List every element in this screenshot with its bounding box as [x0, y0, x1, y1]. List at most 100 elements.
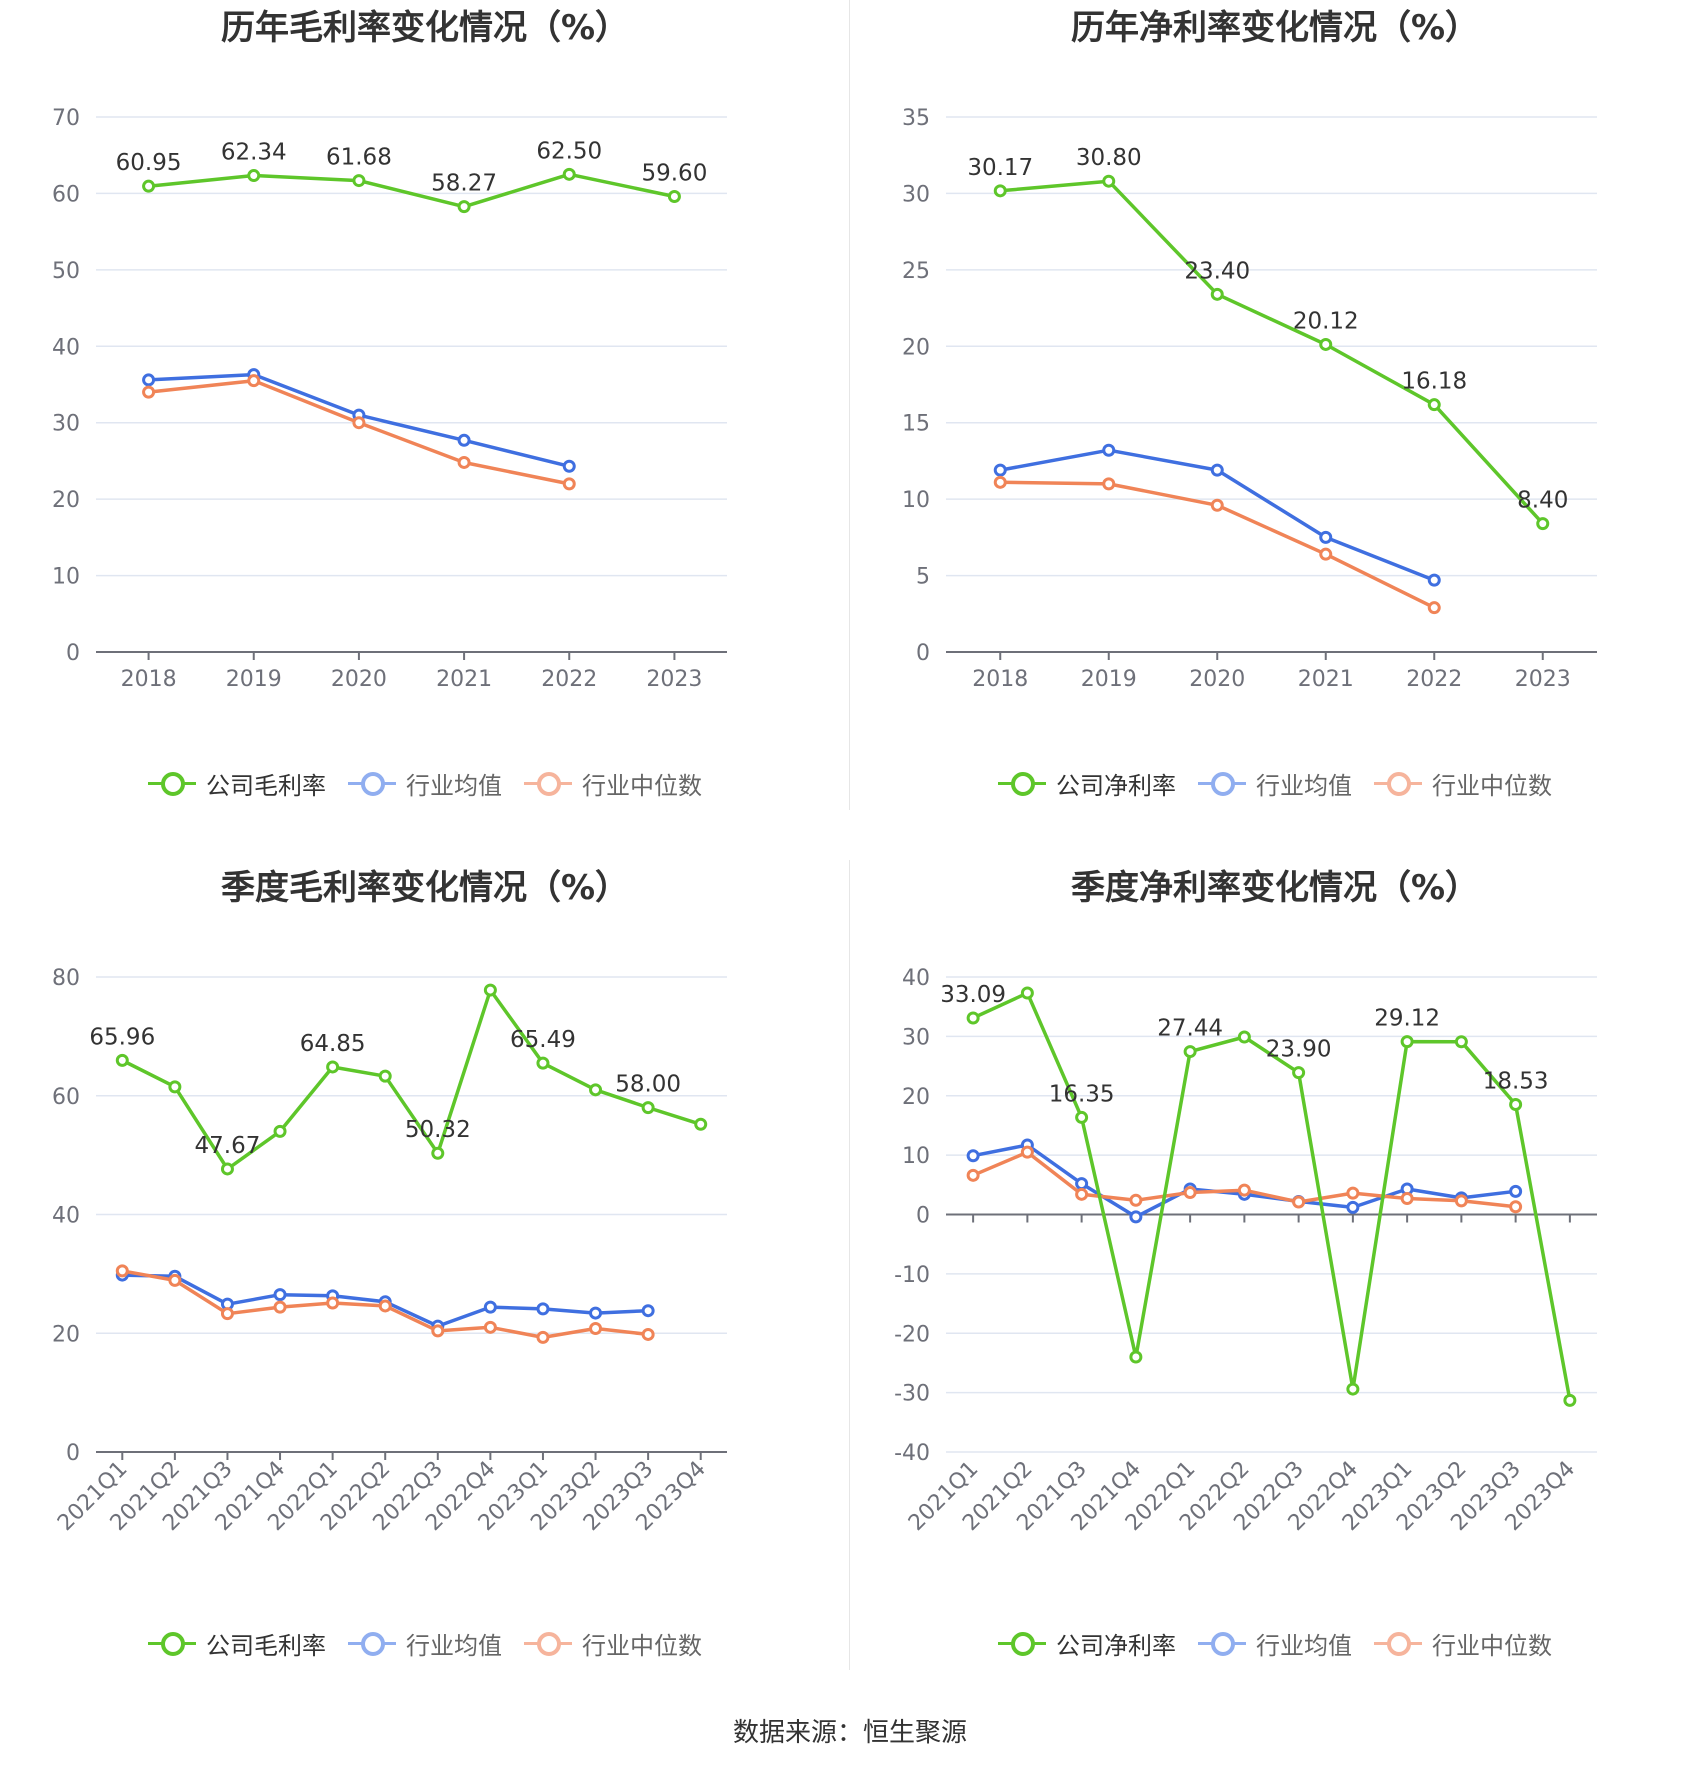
- legend-item-industry-median[interactable]: 行业中位数: [524, 766, 702, 801]
- data-point: [589, 1083, 603, 1097]
- y-tick-label: 20: [52, 488, 80, 513]
- legend-item-industry-average[interactable]: 行业均值: [1198, 766, 1352, 801]
- quarterly-gross-margin-panel: 季度毛利率变化情况（%） 0 20 40 60 80 2021Q1 2021Q2 2021Q3…: [0, 860, 850, 1720]
- data-point: [457, 455, 471, 469]
- data-point: [1020, 1145, 1034, 1159]
- legend-item-industry-median[interactable]: 行业中位数: [524, 1626, 702, 1661]
- data-label: 47.67: [195, 1133, 261, 1159]
- data-point: [457, 200, 471, 214]
- legend-item-company[interactable]: 公司净利率: [998, 1626, 1176, 1661]
- legend-item-industry-median[interactable]: 行业中位数: [1374, 766, 1552, 801]
- data-point: [1427, 398, 1441, 412]
- data-point: [1075, 1177, 1089, 1191]
- legend-item-industry-average[interactable]: 行业均值: [348, 1626, 502, 1661]
- data-point: [562, 167, 576, 181]
- data-label: 65.49: [510, 1027, 576, 1053]
- data-source-note: 数据来源：恒生聚源: [732, 1718, 967, 1748]
- data-point: [1427, 601, 1441, 615]
- legend-item-company[interactable]: 公司净利率: [998, 766, 1176, 801]
- legend-label: 行业均值: [406, 771, 502, 800]
- data-point: [1346, 1382, 1360, 1396]
- data-point: [1509, 1097, 1523, 1111]
- data-point: [378, 1299, 392, 1313]
- quarterly-net-margin-chart: -40-30-20-100102030402021Q12021Q22021Q32…: [894, 966, 1597, 1536]
- legend-label: 行业均值: [1256, 771, 1352, 800]
- data-point: [247, 374, 261, 388]
- data-point: [1237, 1183, 1251, 1197]
- chart-title: 季度净利率变化情况（%）: [1070, 868, 1480, 908]
- legend-company-marker-icon: [998, 1630, 1046, 1656]
- x-tick-label: 2023: [1515, 667, 1571, 692]
- data-point: [1102, 174, 1116, 188]
- legend-label: 行业中位数: [582, 1631, 702, 1660]
- y-tick-label: -40: [894, 1441, 930, 1466]
- legend-label: 行业中位数: [1432, 771, 1552, 800]
- data-point: [1102, 443, 1116, 457]
- y-tick-label: 10: [902, 1144, 930, 1169]
- data-point: [115, 1053, 129, 1067]
- data-point: [142, 373, 156, 387]
- x-tick-label: 2019: [1081, 667, 1137, 692]
- data-point: [273, 1124, 287, 1138]
- x-tick-label: 2019: [226, 667, 282, 692]
- x-tick-label: 2018: [121, 667, 177, 692]
- data-label: 50.32: [405, 1117, 471, 1143]
- data-point: [220, 1307, 234, 1321]
- data-label: 64.85: [300, 1031, 366, 1057]
- data-point: [536, 1330, 550, 1344]
- data-point: [1129, 1210, 1143, 1224]
- series-line: [1000, 179, 1545, 525]
- data-label: 61.68: [326, 145, 392, 171]
- data-point: [431, 1146, 445, 1160]
- data-label: 30.80: [1076, 145, 1142, 171]
- legend-item-company[interactable]: 公司毛利率: [148, 766, 326, 801]
- data-label: 30.17: [967, 155, 1033, 181]
- legend-average-marker-icon: [348, 770, 396, 796]
- data-label: 58.27: [431, 171, 497, 197]
- y-tick-label: 40: [902, 966, 930, 991]
- data-point: [1102, 477, 1116, 491]
- y-tick-label: -10: [894, 1263, 930, 1288]
- x-tick-label: 2023: [646, 667, 702, 692]
- data-point: [1536, 517, 1550, 531]
- x-tick-label: 2022: [541, 667, 597, 692]
- data-label: 33.09: [940, 982, 1006, 1008]
- legend-item-industry-average[interactable]: 行业均值: [348, 766, 502, 801]
- data-point: [1346, 1186, 1360, 1200]
- series-line: [148, 378, 570, 486]
- data-point: [1509, 1200, 1523, 1214]
- data-label: 60.95: [116, 150, 182, 176]
- y-tick-label: 50: [52, 259, 80, 284]
- data-point: [641, 1101, 655, 1115]
- legend-label: 行业均值: [406, 1631, 502, 1660]
- data-label: 65.96: [89, 1024, 155, 1050]
- data-label: 20.12: [1293, 308, 1359, 334]
- data-label: 58.00: [615, 1072, 681, 1098]
- data-point: [1563, 1393, 1577, 1407]
- legend-company-marker-icon: [148, 1630, 196, 1656]
- data-point: [142, 179, 156, 193]
- data-point: [589, 1322, 603, 1335]
- data-point: [1292, 1195, 1306, 1209]
- legend-item-industry-average[interactable]: 行业均值: [1198, 1626, 1352, 1661]
- y-tick-label: 60: [52, 1085, 80, 1110]
- data-point: [352, 416, 366, 430]
- legend-item-industry-median[interactable]: 行业中位数: [1374, 1626, 1552, 1661]
- data-point: [1454, 1035, 1468, 1049]
- y-tick-label: 10: [52, 565, 80, 590]
- data-point: [993, 463, 1007, 477]
- legend-label: 行业中位数: [582, 771, 702, 800]
- data-point: [641, 1304, 655, 1318]
- data-label: 29.12: [1374, 1006, 1440, 1032]
- legend-average-marker-icon: [348, 1630, 396, 1656]
- data-point: [589, 1306, 603, 1320]
- legend-median-marker-icon: [524, 770, 572, 796]
- legend-item-company[interactable]: 公司毛利率: [148, 1626, 326, 1661]
- data-point: [115, 1264, 129, 1278]
- annual-net-margin-chart: 0 5 10 15 20 25 30 35 2018 2019 2020 2021 2022 2023 30…: [902, 106, 1597, 692]
- y-tick-label: 60: [52, 182, 80, 207]
- data-point: [562, 477, 576, 491]
- data-point: [326, 1060, 340, 1074]
- series-line: [972, 991, 1572, 1401]
- x-tick-label: 2021: [1298, 667, 1354, 692]
